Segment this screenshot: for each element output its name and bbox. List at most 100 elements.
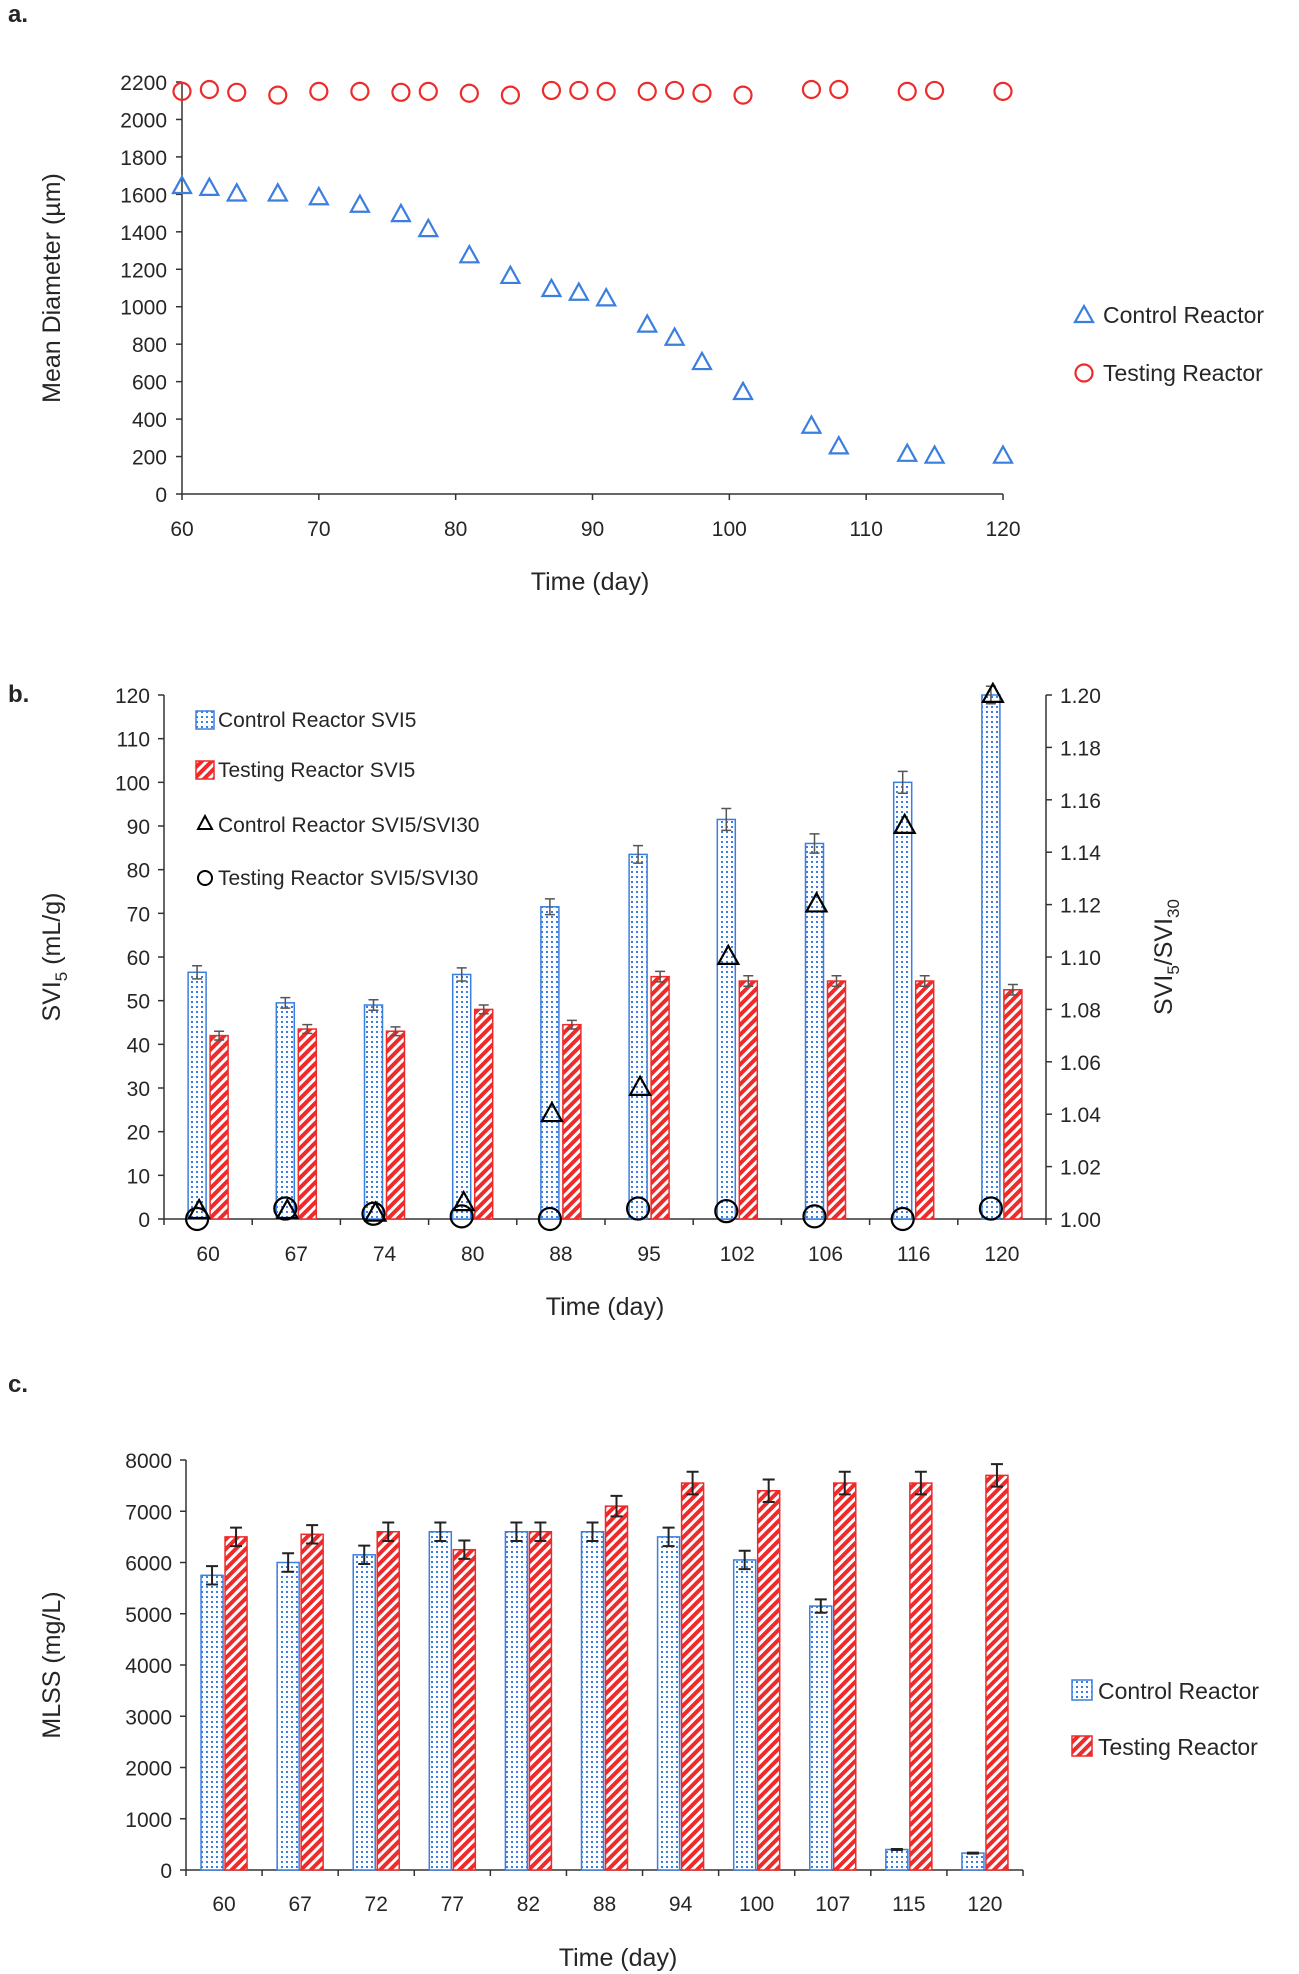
panel-b-control-bar — [981, 694, 1001, 1220]
panel-b-control-error-bar — [809, 833, 820, 854]
panel-b-testing-ratio-point — [978, 1196, 1004, 1221]
panel-a-x-tick-label: 90 — [581, 518, 604, 541]
panel-b-x-axis-title: Time (day) — [546, 1293, 665, 1321]
panel-c-testing-bar — [604, 1505, 629, 1871]
panel-b-testing-error-bar — [214, 1030, 225, 1041]
panel-a-testing-point — [500, 85, 520, 105]
panel-a-control-point — [225, 182, 248, 202]
panel-a-testing-point — [268, 85, 288, 105]
panel-a-control-point — [732, 380, 754, 401]
panel-b-control-error-bar — [456, 967, 467, 982]
panel-b-control-bar — [187, 971, 207, 1220]
panel-a-control-point — [923, 444, 946, 464]
panel-a-control-point — [691, 350, 713, 371]
panel-c-y-tick-label: 7000 — [125, 1501, 172, 1524]
panel-c-x-tick-label: 88 — [593, 1893, 616, 1916]
panel-a-y-tick-label: 0 — [155, 484, 167, 507]
panel-c-legend-control-swatch — [1071, 1679, 1093, 1701]
panel-c-control-error-bar — [434, 1521, 447, 1542]
panel-a-testing-point — [391, 82, 411, 102]
panel-c-control-error-bar — [738, 1549, 751, 1571]
panel-a-control-point — [499, 264, 522, 285]
panel-c-x-tick-label: 72 — [365, 1893, 388, 1916]
panel-a-testing-point — [459, 83, 479, 103]
panel-b-control-error-bar — [368, 999, 379, 1012]
panel-c-control-bar — [961, 1852, 985, 1871]
panel-b-y2-tick-label: 1.10 — [1060, 947, 1101, 970]
panel-b-control-bar — [628, 853, 648, 1220]
panel-a-control-point — [800, 414, 823, 434]
panel-b-testing-bar — [297, 1028, 318, 1220]
panel-b-control-ratio-point — [187, 1197, 211, 1220]
panel-b-y-tick-label: 20 — [127, 1122, 150, 1145]
panel-a-y-tick-label: 400 — [132, 409, 167, 432]
panel-b-testing-ratio-point — [361, 1201, 386, 1226]
panel-b-y2-tick-label: 1.02 — [1060, 1157, 1101, 1180]
panel-a-testing-point — [596, 81, 616, 101]
panel-c-y-tick-label: 2000 — [125, 1758, 172, 1781]
panel-a: a. 0 200 400 600 800 1000 1200 1400 1600 1800 2000… — [8, 1, 1264, 596]
panel-c-control-error-bar — [206, 1565, 219, 1586]
panel-a-x-tick-label: 110 — [849, 518, 882, 541]
panel-b-legend-control-ratio-label: Control Reactor SVI5/SVI30 — [218, 814, 479, 837]
panel-c-testing-error-bar — [306, 1524, 319, 1545]
panel-a-legend-testing-label: Testing Reactor — [1103, 360, 1263, 386]
panel-a-testing-point — [664, 80, 685, 101]
panel-a-control-point — [663, 326, 686, 346]
panel-b-y2-axis-title-sub: 5 — [1164, 965, 1183, 974]
panel-a-control-point — [198, 176, 221, 197]
panel-b-x-tick-label: 116 — [897, 1243, 930, 1266]
panel-b-y-tick-label: 10 — [127, 1165, 150, 1188]
panel-a-testing-point — [829, 79, 849, 100]
panel-b-control-error-bar — [280, 996, 291, 1009]
panel-b-y-axis-title-tail: (mL/g) — [38, 893, 66, 972]
panel-c-control-error-bar — [510, 1521, 523, 1542]
panel-a-testing-point — [227, 82, 247, 102]
panel-b-x-tick-label: 120 — [984, 1243, 1019, 1266]
panel-a-x-tick-label: 100 — [712, 518, 747, 541]
panel-b-y-ticks: 0 10 20 30 40 50 60 70 80 90 100 110 120 — [115, 685, 164, 1232]
panel-c-testing-error-bar — [458, 1539, 471, 1560]
panel-b-y2-tick-label: 1.12 — [1060, 895, 1101, 918]
panel-c-y-tick-label: 5000 — [125, 1604, 172, 1627]
panel-a-y-tick-label: 600 — [132, 372, 167, 395]
panel-c-testing-bar — [528, 1531, 553, 1871]
panel-c-testing-bar — [452, 1548, 477, 1871]
panel-c-control-bar — [428, 1531, 453, 1871]
panel-b-testing-error-bar — [919, 975, 930, 988]
panel-b-legend-testing-label: Testing Reactor SVI5 — [218, 759, 415, 782]
panel-b-testing-error-bar — [743, 975, 754, 988]
panel-c-x-axis-title: Time (day) — [559, 1944, 678, 1972]
panel-b-marks — [185, 681, 1023, 1232]
panel-c-testing-error-bar — [686, 1470, 699, 1496]
panel-c-control-bar — [809, 1605, 833, 1871]
panel-a-label: a. — [8, 1, 28, 28]
panel-b-control-error-bar — [721, 807, 732, 832]
panel-a-control-point — [636, 313, 659, 333]
panel-b-y-tick-label: 80 — [127, 860, 150, 883]
panel-a-y-tick-label: 1800 — [120, 147, 167, 170]
panel-b-testing-bar — [473, 1008, 494, 1220]
panel-b-y-tick-label: 60 — [127, 947, 150, 970]
panel-b-testing-ratio-point — [802, 1204, 827, 1229]
panel-b-control-error-bar — [897, 770, 908, 794]
panel-c-legend: Control Reactor Testing Reactor — [1071, 1678, 1259, 1760]
panel-b-testing-bar — [562, 1023, 582, 1220]
panel-b-y2-tick-label: 1.16 — [1060, 790, 1101, 813]
panel-a-y-axis-title: Mean Diameter (µm) — [38, 173, 66, 403]
panel-b-control-ratio-point — [363, 1200, 388, 1222]
panel-c-control-bar — [580, 1531, 605, 1871]
panel-c-control-bar — [276, 1561, 300, 1871]
panel-a-control-point — [390, 202, 412, 223]
panel-b-y-tick-label: 90 — [127, 816, 150, 839]
panel-a-testing-point — [199, 79, 219, 100]
panel-c-testing-bar — [985, 1474, 1009, 1871]
panel-a-control-point — [896, 442, 919, 462]
panel-a-control-point — [266, 182, 289, 202]
panel-b-testing-bar — [738, 980, 759, 1220]
panel-a-testing-point — [897, 81, 917, 101]
panel-b-testing-error-bar — [831, 975, 842, 988]
panel-b-control-ratio-point — [275, 1197, 300, 1220]
